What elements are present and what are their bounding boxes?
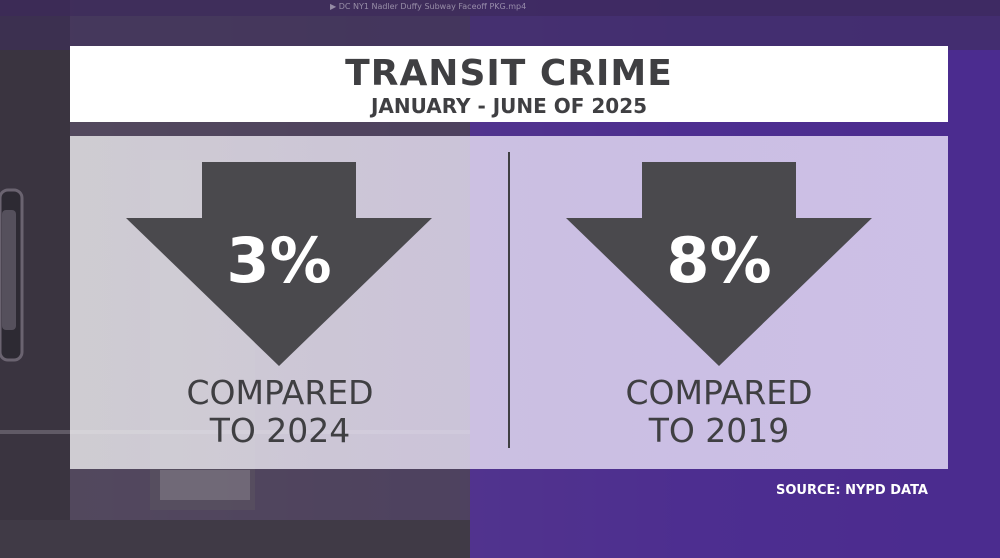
stat-label-2019-line1: COMPARED xyxy=(625,373,813,412)
down-arrow-icon xyxy=(126,162,432,366)
stat-label-2019-line2: TO 2019 xyxy=(648,411,790,450)
stats-divider xyxy=(508,152,510,448)
graphic-title: TRANSIT CRIME xyxy=(345,53,673,94)
video-file-label: ▶ DC NY1 Nadler Duffy Subway Faceoff PKG… xyxy=(330,2,527,11)
stat-percent-2019: 8% xyxy=(666,224,772,297)
down-arrow-icon xyxy=(566,162,872,366)
video-top-bar xyxy=(0,0,1000,16)
stat-percent-2024: 3% xyxy=(226,224,332,297)
title-box: TRANSIT CRIME JANUARY - JUNE OF 2025 xyxy=(70,46,948,122)
source-credit: SOURCE: NYPD DATA xyxy=(775,483,928,498)
graphic-subtitle: JANUARY - JUNE OF 2025 xyxy=(370,94,648,118)
stat-label-2024-line1: COMPARED xyxy=(186,373,374,412)
stat-label-2024-line2: TO 2024 xyxy=(209,411,351,450)
